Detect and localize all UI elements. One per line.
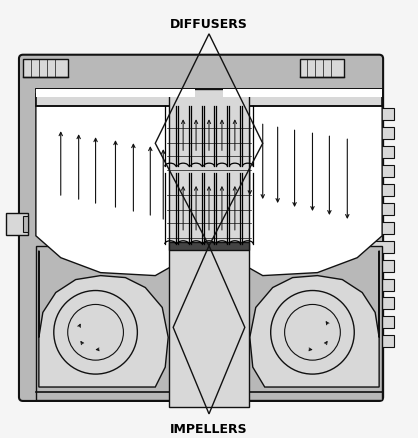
Polygon shape: [369, 109, 394, 121]
Polygon shape: [39, 251, 168, 387]
Polygon shape: [23, 216, 28, 232]
Polygon shape: [369, 279, 394, 291]
Polygon shape: [36, 246, 382, 400]
Polygon shape: [36, 94, 195, 276]
Polygon shape: [369, 298, 394, 310]
Polygon shape: [369, 223, 394, 234]
Polygon shape: [369, 241, 394, 253]
Text: IMPELLERS: IMPELLERS: [170, 422, 248, 435]
Polygon shape: [300, 60, 344, 78]
Polygon shape: [23, 60, 68, 78]
Polygon shape: [36, 89, 195, 97]
Polygon shape: [369, 204, 394, 215]
Polygon shape: [369, 166, 394, 178]
Polygon shape: [250, 251, 379, 387]
Polygon shape: [369, 185, 394, 197]
Polygon shape: [6, 213, 28, 235]
Polygon shape: [369, 128, 394, 140]
Polygon shape: [169, 89, 249, 407]
Polygon shape: [369, 336, 394, 347]
Polygon shape: [223, 94, 382, 276]
FancyBboxPatch shape: [19, 56, 383, 401]
Polygon shape: [169, 242, 249, 250]
Polygon shape: [223, 89, 382, 97]
Polygon shape: [369, 260, 394, 272]
Polygon shape: [36, 89, 382, 107]
Polygon shape: [369, 147, 394, 159]
Text: DIFFUSERS: DIFFUSERS: [170, 18, 248, 31]
Polygon shape: [359, 94, 374, 347]
Polygon shape: [369, 317, 394, 328]
